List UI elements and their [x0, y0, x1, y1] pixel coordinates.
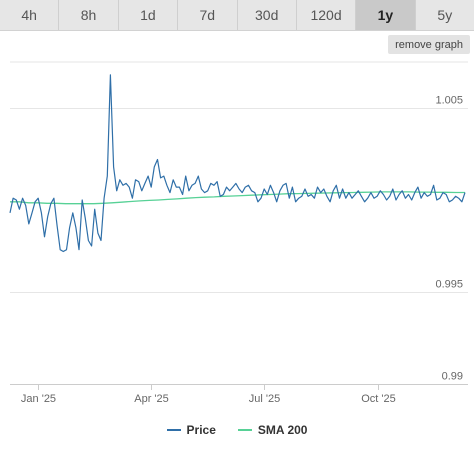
legend-item-sma[interactable]: SMA 200 [237, 423, 308, 437]
remove-graph-button[interactable]: remove graph [388, 35, 470, 54]
tab-4h[interactable]: 4h [0, 0, 60, 30]
legend-price-label: Price [186, 423, 216, 437]
sma-200-series-line [10, 191, 465, 205]
y-tick-label: 0.995 [435, 279, 463, 291]
legend-price-swatch [166, 429, 181, 431]
x-tick-label: Apr '25 [134, 393, 169, 405]
x-tick-label: Jan '25 [21, 393, 56, 405]
price-series-line [9, 74, 466, 253]
time-range-tabs: 4h 8h 1d 7d 30d 120d 1y 5y [0, 0, 474, 31]
legend-item-price[interactable]: Price [166, 423, 216, 437]
tab-1y[interactable]: 1y [356, 0, 416, 30]
y-tick-label: 0.99 [442, 371, 463, 383]
y-axis-ticks: 1.005 0.995 0.99 [435, 95, 463, 383]
tab-8h[interactable]: 8h [59, 0, 119, 30]
legend-sma-label: SMA 200 [257, 423, 308, 437]
tab-120d[interactable]: 120d [296, 0, 357, 30]
series-lines [9, 74, 466, 253]
tab-5y[interactable]: 5y [415, 0, 474, 30]
tab-1d[interactable]: 1d [118, 0, 179, 30]
tab-7d[interactable]: 7d [178, 0, 238, 30]
x-tick-label: Jul '25 [249, 393, 280, 405]
x-axis: Jan '25 Apr '25 Jul '25 Oct '25 [10, 384, 468, 405]
tab-30d[interactable]: 30d [237, 0, 297, 30]
x-tick-label: Oct '25 [361, 393, 396, 405]
chart-legend: Price SMA 200 [0, 421, 474, 439]
legend-sma-swatch [237, 429, 252, 431]
y-tick-label: 1.005 [435, 95, 463, 107]
grid-lines [10, 61, 468, 385]
